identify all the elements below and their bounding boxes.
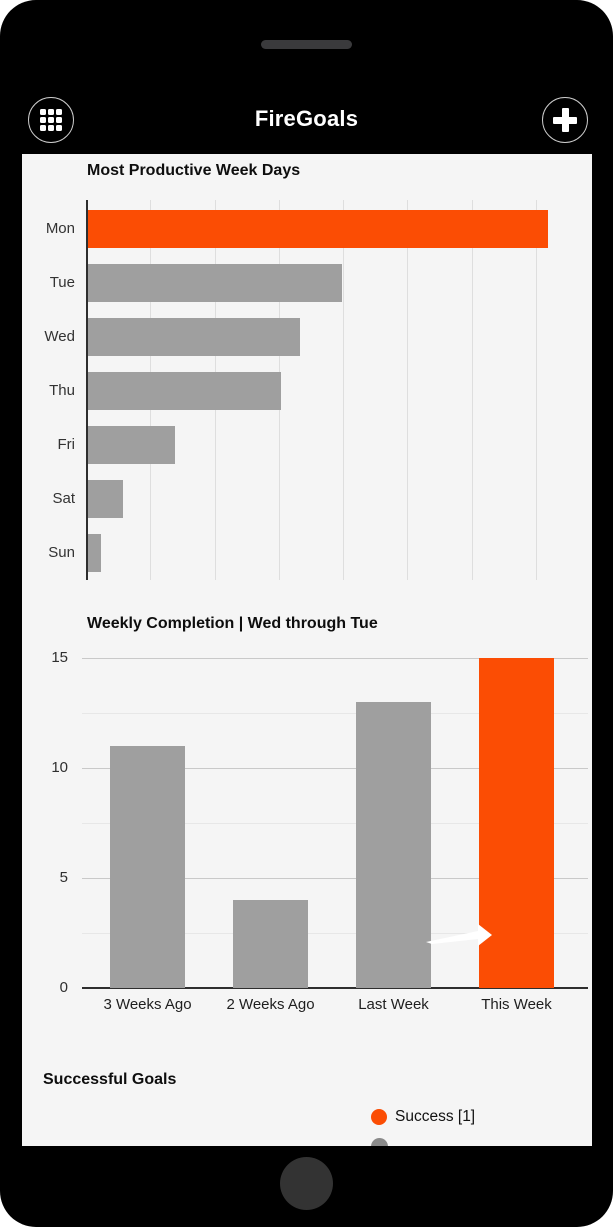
category-label: Tue xyxy=(49,274,75,291)
category-label: Sun xyxy=(48,544,75,561)
bar-last-week xyxy=(356,702,431,988)
x-category-label: 2 Weeks Ago xyxy=(226,996,315,1013)
gridline xyxy=(407,200,409,580)
y-tick-label: 0 xyxy=(59,979,68,996)
bar-sun xyxy=(88,534,101,572)
bar-sat xyxy=(88,480,124,518)
category-label: Mon xyxy=(45,220,75,237)
plus-icon xyxy=(553,108,577,132)
minor-gridline xyxy=(82,933,588,934)
minor-gridline xyxy=(82,823,588,824)
gridline xyxy=(535,200,537,580)
legend-dot-partial-icon xyxy=(371,1138,388,1146)
bar-fri xyxy=(88,426,175,464)
category-label: Thu xyxy=(49,382,75,399)
bar-mon xyxy=(88,210,548,248)
category-label: Fri xyxy=(57,436,76,453)
category-label: Wed xyxy=(44,328,75,345)
chart-title-weekly-completion: Weekly Completion | Wed through Tue xyxy=(87,615,378,632)
gridline xyxy=(471,200,473,580)
successful-goals-heading: Successful Goals xyxy=(43,1071,177,1088)
bar-thu xyxy=(88,372,281,410)
chart-weekly-completion: 0 5 10 15 3 Weeks Ago 2 Weeks Ago Last Week Thi… xyxy=(22,649,592,1018)
home-button[interactable] xyxy=(280,1157,333,1210)
bar-tue xyxy=(88,264,342,302)
white-arrow-artifact xyxy=(426,924,492,946)
legend-label: Success [1] xyxy=(395,1108,476,1125)
grid-menu-icon xyxy=(40,109,62,131)
major-gridline xyxy=(82,768,588,769)
y-tick-label: 15 xyxy=(51,649,68,666)
category-label: Sat xyxy=(52,490,75,507)
x-category-label: 3 Weeks Ago xyxy=(103,996,192,1013)
app-content: Most Productive Week Days Mon Tue Wed Thu Fr… xyxy=(22,154,592,1146)
speaker-slot xyxy=(261,40,352,49)
bar-3-weeks-ago xyxy=(110,746,185,988)
minor-gridline xyxy=(82,713,588,714)
major-gridline xyxy=(82,658,588,659)
success-legend-dot-icon xyxy=(371,1109,387,1125)
gridline xyxy=(343,200,345,580)
legend-item-success: Success [1] xyxy=(371,1108,475,1126)
y-axis-line xyxy=(86,200,88,580)
bar-this-week xyxy=(479,658,554,988)
chart-title-productive-days: Most Productive Week Days xyxy=(87,162,301,179)
x-category-label: Last Week xyxy=(358,996,429,1013)
x-axis-line xyxy=(82,987,588,989)
app-title: FireGoals xyxy=(254,106,359,131)
x-category-label: This Week xyxy=(481,996,552,1013)
y-tick-label: 5 xyxy=(59,869,68,886)
bar-2-weeks-ago xyxy=(233,900,308,988)
y-tick-label: 10 xyxy=(51,759,68,776)
major-gridline xyxy=(82,878,588,879)
chart-productive-week-days: Mon Tue Wed Thu Fri Sat Sun xyxy=(22,200,592,580)
menu-button[interactable] xyxy=(28,97,74,143)
add-goal-button[interactable] xyxy=(542,97,588,143)
bar-wed xyxy=(88,318,301,356)
